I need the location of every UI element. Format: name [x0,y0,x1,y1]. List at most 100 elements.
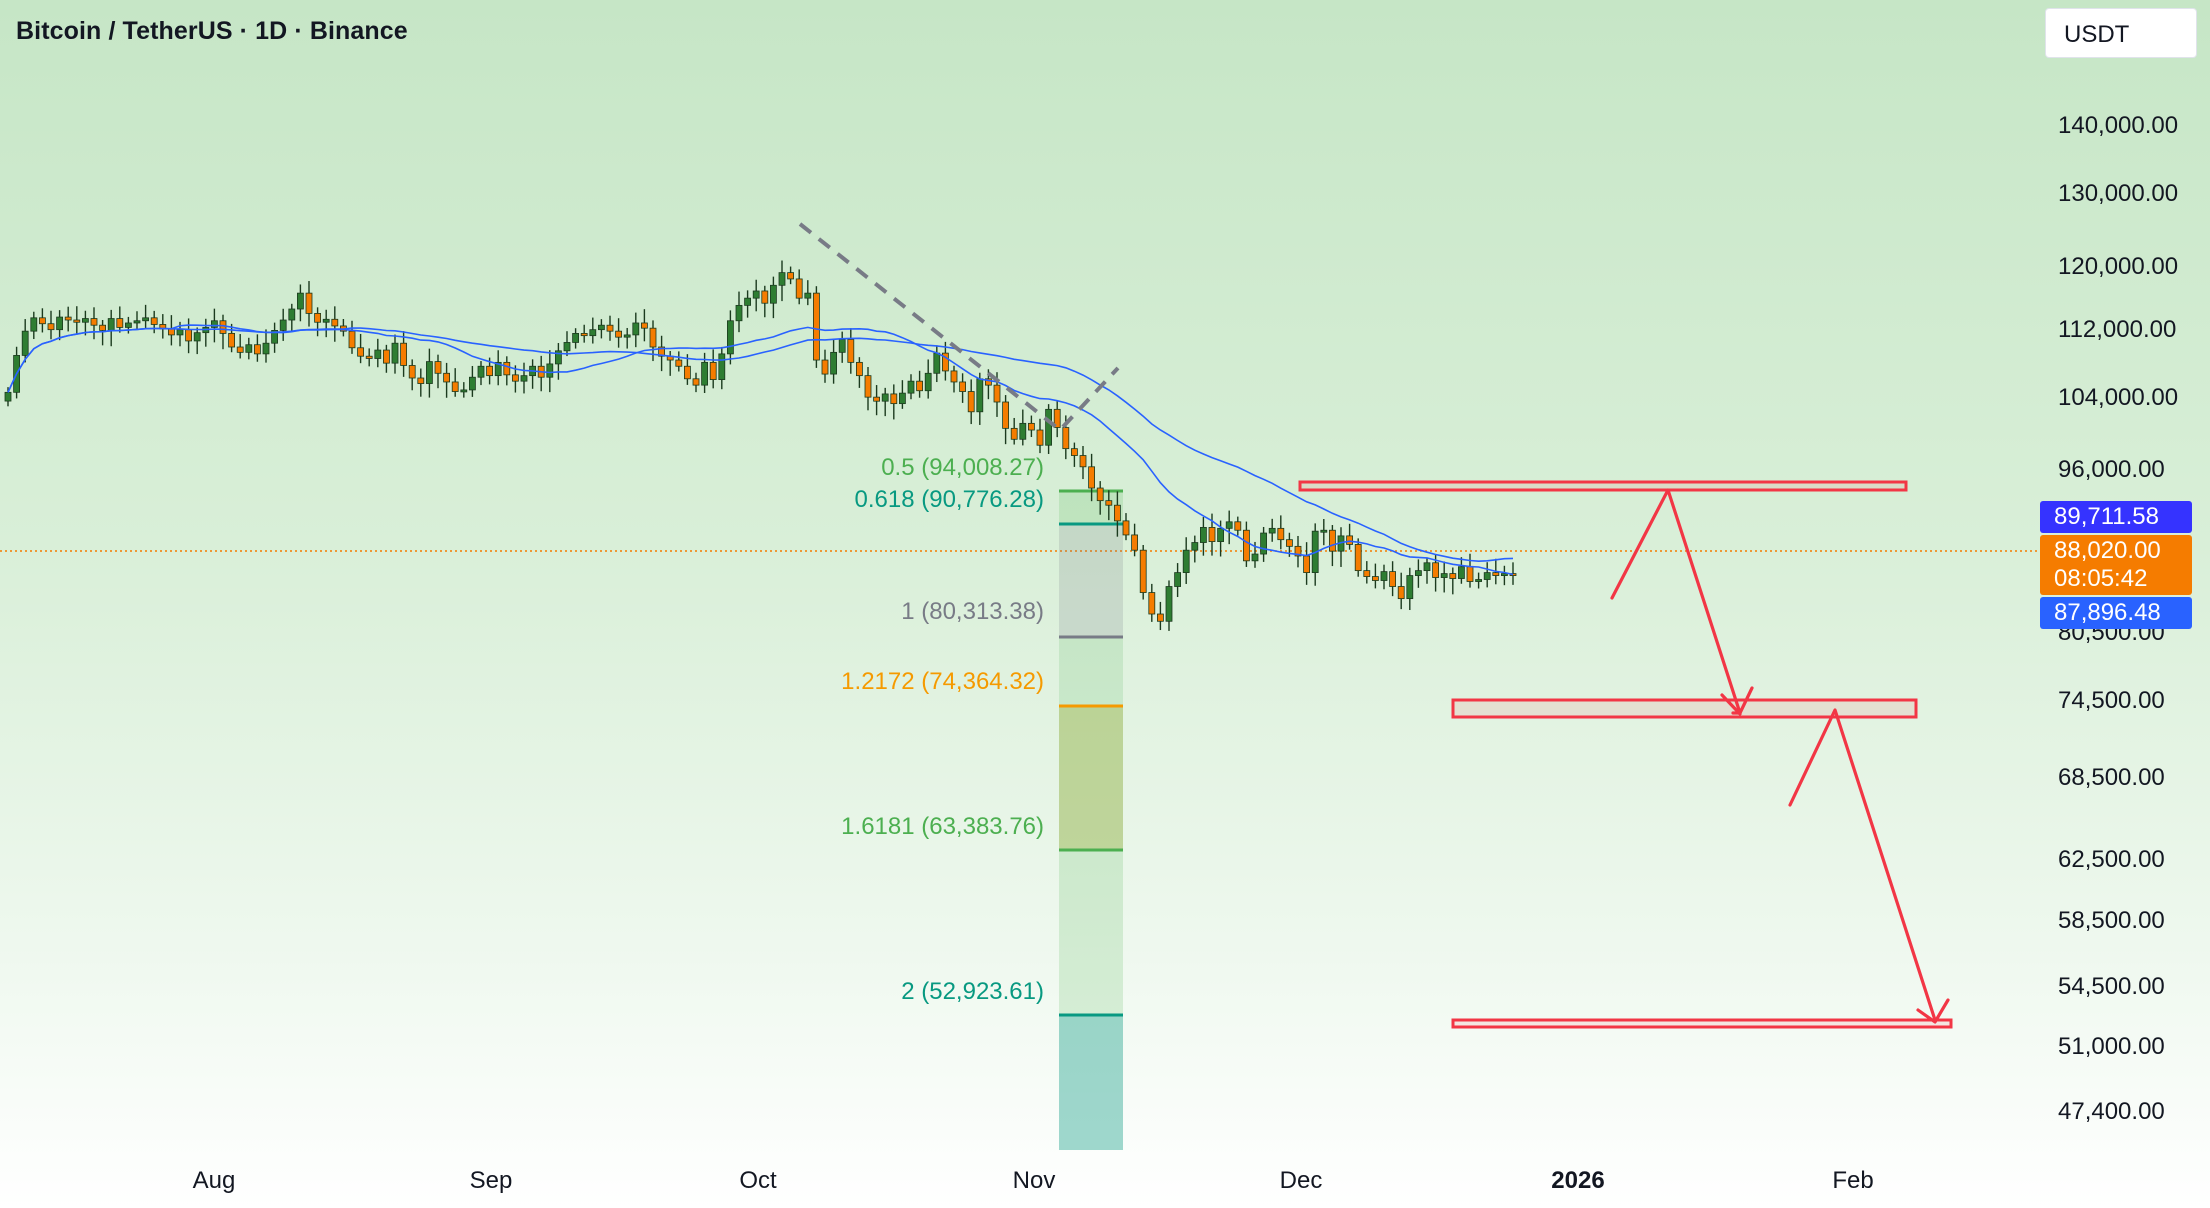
price-tick-label: 74,500.00 [2058,687,2165,714]
candle-body [1294,545,1302,557]
candle-body [125,322,132,328]
candle-body [133,320,141,324]
candle-body [847,339,855,363]
candle-body [425,361,433,384]
candle-body [675,359,683,367]
candle-body [993,384,1001,403]
time-tick-label: Feb [1832,1167,1874,1194]
candle-body [959,381,966,392]
candle-body [1217,527,1224,542]
candle-body [1492,572,1500,576]
candle-body [1397,586,1405,600]
candle-body [701,361,708,386]
candle-body [314,313,322,323]
price-tick-label: 68,500.00 [2058,764,2165,791]
candle-body [382,349,390,364]
candle-body [1174,572,1181,587]
candle-body [1320,529,1328,533]
candle-body [761,290,769,304]
candle-body [718,353,726,380]
candle-body [1010,427,1018,440]
candle-body [933,352,941,374]
candle-body [1225,521,1233,529]
candle-body [1071,448,1078,456]
candle-body [468,376,476,391]
candle-body [365,355,373,359]
candle-body [494,361,502,377]
candle-body [1139,549,1147,593]
current-price-value: 88,020.00 [2054,537,2161,564]
price-tick-label: 62,500.00 [2058,846,2165,873]
candle-body [1440,573,1448,578]
candle-body [1036,429,1044,446]
candle-body [778,272,786,286]
candle-body [950,370,958,383]
price-tick-label: 47,400.00 [2058,1098,2165,1125]
candle-body [185,329,193,342]
chart-title: Bitcoin / TetherUS · 1D · Binance [16,17,408,45]
candle-body [39,317,46,325]
candle-body [830,351,837,375]
candle-body [1251,553,1259,562]
candle-body [357,347,365,357]
candle-body [64,316,72,321]
target-zone-1 [1298,480,1908,492]
candle-body [434,361,442,374]
candle-body [1200,527,1207,543]
candle-body [795,278,803,299]
candle-body [1182,549,1190,573]
candle-body [1122,520,1130,536]
candle-body [322,318,330,323]
fib-level-label: 0.5 (94,008.27) [881,454,1044,481]
currency-selector[interactable]: USDT [2045,8,2197,58]
candle-body [727,320,734,355]
candle-body [658,346,665,357]
candle-body [1105,500,1113,506]
candle-body [1372,576,1379,581]
fib-level-label: 1.6181 (63,383.76) [841,813,1044,840]
candle-body [1363,570,1371,577]
candle-body [1148,592,1156,615]
candle-body [649,327,657,348]
candle-body [1114,504,1121,522]
candle-body [219,320,227,334]
candle-body [1002,401,1009,429]
candle-body [150,317,158,325]
price-tick-label: 96,000.00 [2058,456,2165,483]
candle-body [99,324,106,331]
candle-body [916,380,923,392]
candlesticks [4,260,1517,631]
candle-body [632,322,640,336]
candle-body [1432,562,1439,578]
candle-body [813,292,820,361]
candle-body [856,361,863,377]
candle-body [692,378,700,386]
candle-body [907,380,915,394]
candle-body [1096,487,1104,502]
candle-body [1415,570,1422,576]
candle-body [21,330,29,356]
candle-body [245,344,253,353]
candle-body [589,329,597,337]
candle-body [391,342,399,364]
candle-body [512,374,519,382]
fib-level-label: 1.2172 (74,364.32) [841,668,1044,695]
candle-body [1303,555,1310,573]
price-tick-label: 130,000.00 [2058,180,2179,207]
candle-body [279,319,287,331]
candle-body [1208,527,1216,542]
fib-band [1059,850,1123,1015]
candle-body [1277,527,1285,541]
candle-body [1260,532,1267,555]
candle-body [1346,535,1353,545]
time-tick-label: 2026 [1551,1167,1605,1194]
candle-body [942,352,949,372]
price-tick-label: 54,500.00 [2058,973,2165,1000]
candle-body [1354,544,1362,572]
candle-body [555,350,562,365]
candle-body [1165,586,1173,622]
candle-body [176,329,184,336]
candle-body [606,324,614,332]
